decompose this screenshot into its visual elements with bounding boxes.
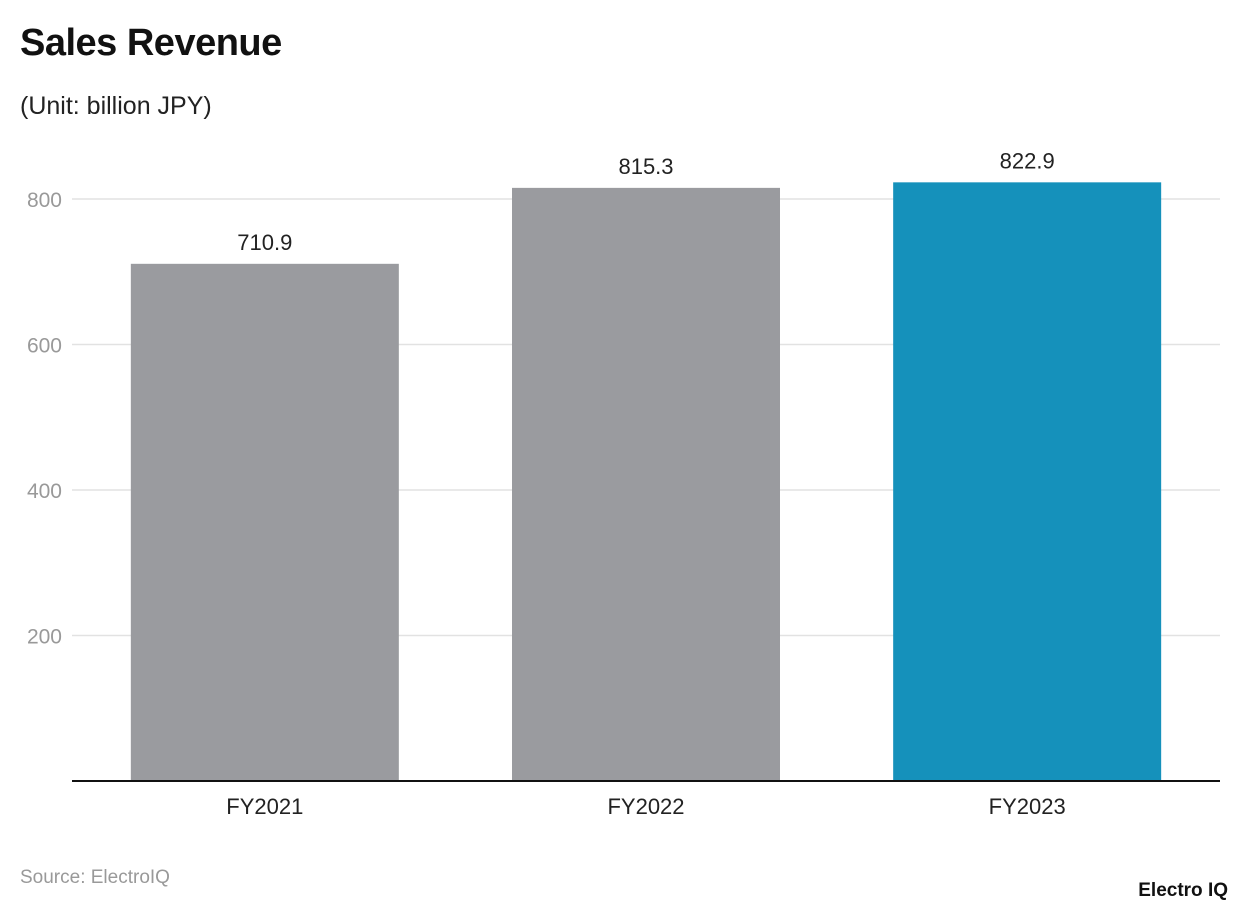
x-tick-label: FY2021 <box>226 794 303 819</box>
y-tick-label: 800 <box>27 189 62 212</box>
source-note: Source: ElectroIQ <box>20 867 170 888</box>
bar-fy2021 <box>130 263 399 781</box>
chart-subtitle: (Unit: billion JPY) <box>20 92 212 120</box>
x-tick-label: FY2023 <box>989 794 1066 819</box>
x-tick-label: FY2022 <box>607 794 684 819</box>
y-tick-label: 400 <box>27 480 62 503</box>
data-label: 822.9 <box>1000 148 1055 173</box>
data-label: 710.9 <box>237 230 292 255</box>
chart-title: Sales Revenue <box>20 22 282 64</box>
y-tick-label: 600 <box>27 335 62 358</box>
brand-logo: Electro IQ <box>1138 880 1228 901</box>
bar-fy2022 <box>512 187 780 781</box>
bar-fy2023 <box>893 182 1162 781</box>
y-tick-label: 200 <box>27 626 62 649</box>
data-label: 815.3 <box>618 154 673 179</box>
